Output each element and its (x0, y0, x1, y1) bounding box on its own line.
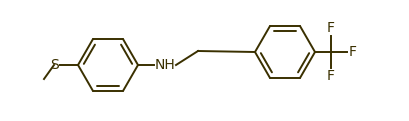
Text: S: S (50, 58, 59, 72)
Text: F: F (349, 45, 357, 59)
Text: NH: NH (155, 58, 176, 72)
Text: F: F (327, 69, 335, 83)
Text: F: F (327, 21, 335, 35)
